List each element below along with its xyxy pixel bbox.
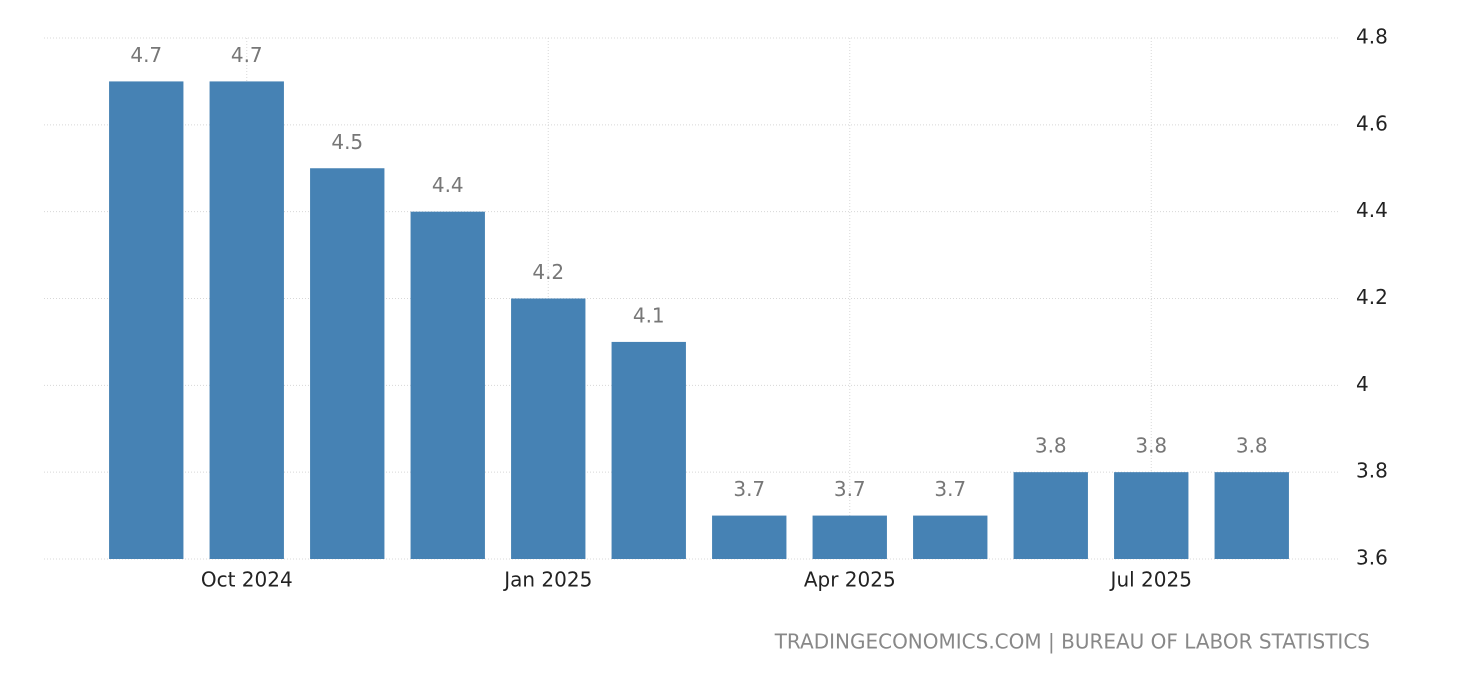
x-tick-label: Jul 2025 (1109, 568, 1192, 592)
value-label: 3.8 (1236, 434, 1268, 458)
value-label: 4.7 (231, 43, 263, 67)
bar (1013, 472, 1088, 559)
x-tick-label: Apr 2025 (804, 568, 896, 592)
value-label: 3.7 (733, 477, 765, 501)
bar (109, 81, 184, 560)
bar (611, 341, 686, 559)
y-tick-label: 3.8 (1356, 459, 1388, 483)
value-label: 3.8 (1035, 434, 1067, 458)
bar (410, 211, 485, 559)
y-tick-label: 4.6 (1356, 111, 1388, 135)
y-tick-label: 3.6 (1356, 546, 1388, 570)
bar (913, 515, 988, 559)
source: TRADINGECONOMICS.COM | BUREAU OF LABOR S… (774, 630, 1370, 654)
y-tick-label: 4.2 (1356, 285, 1388, 309)
value-label: 3.7 (934, 477, 966, 501)
value-label: 4.2 (532, 260, 564, 284)
x-tick-label: Oct 2024 (201, 568, 293, 592)
bar (511, 298, 586, 559)
bar (812, 515, 887, 559)
bar (1114, 472, 1189, 559)
bar (712, 515, 787, 559)
value-label: 3.7 (834, 477, 866, 501)
y-tick-label: 4 (1356, 372, 1369, 396)
bar (310, 168, 385, 559)
value-label: 4.7 (130, 43, 162, 67)
y-tick-label: 4.4 (1356, 198, 1388, 222)
value-label: 4.1 (633, 303, 665, 327)
bar (1214, 472, 1289, 559)
value-label: 4.4 (432, 173, 464, 197)
value-label: 4.5 (331, 130, 363, 154)
bar (209, 81, 284, 560)
y-tick-label: 4.8 (1356, 25, 1388, 49)
x-tick-label: Jan 2025 (502, 568, 592, 592)
value-label: 3.8 (1135, 434, 1167, 458)
